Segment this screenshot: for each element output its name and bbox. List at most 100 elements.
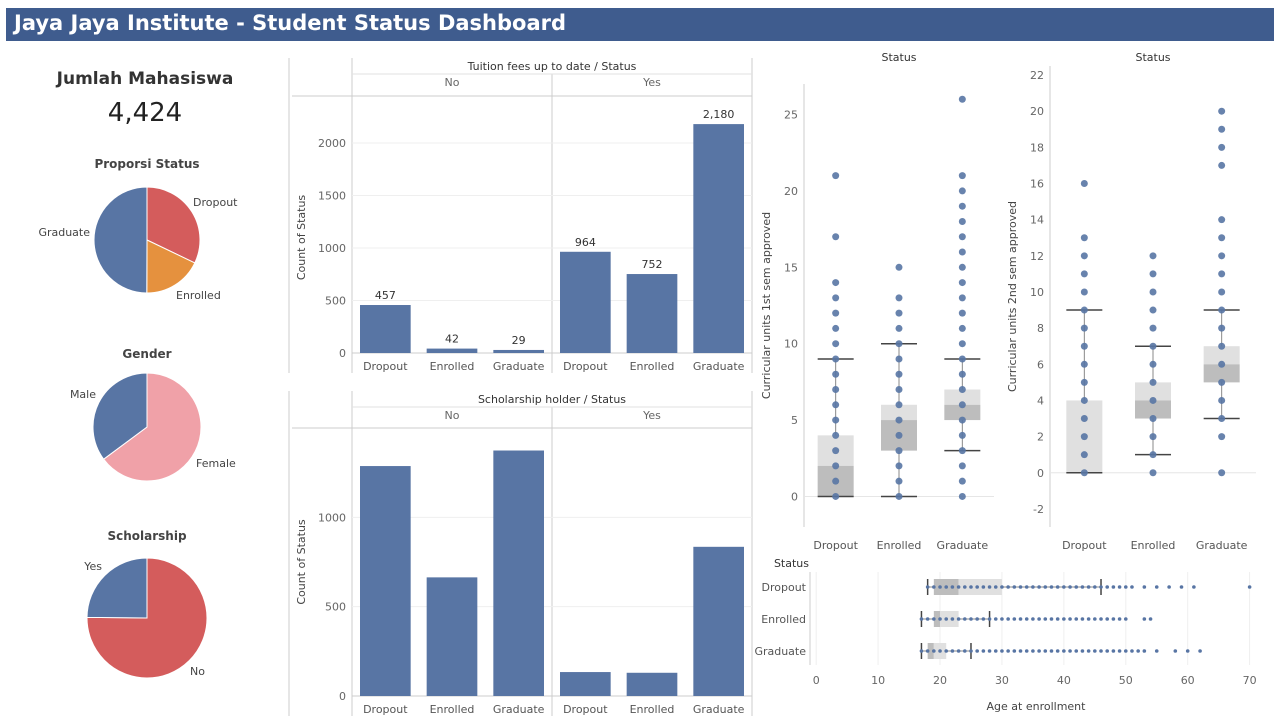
age-point — [1086, 585, 1091, 589]
box-point-units2 — [1080, 306, 1088, 314]
age-point — [1055, 617, 1060, 621]
box-point-units1 — [832, 294, 840, 302]
bar-ytick-tuition: 2000 — [318, 137, 346, 150]
box-point-units2 — [1080, 433, 1088, 441]
age-point — [919, 617, 924, 621]
box-point-units2 — [1218, 288, 1226, 296]
box-point-units1 — [832, 279, 840, 287]
bar-value-label-tuition: 29 — [512, 334, 526, 347]
pie-label-scholarship-yes: Yes — [83, 560, 102, 573]
box-point-units1 — [958, 233, 966, 241]
bar-ytick-tuition: 1000 — [318, 242, 346, 255]
box-point-units1 — [958, 309, 966, 317]
age-point — [1142, 585, 1147, 589]
box-ytick-units2: 10 — [1030, 286, 1044, 299]
age-point — [925, 649, 930, 653]
box-point-units1 — [895, 294, 903, 302]
box-point-units1 — [958, 355, 966, 363]
age-point — [1179, 585, 1184, 589]
age-point — [1068, 585, 1072, 589]
box-point-units2 — [1080, 469, 1088, 477]
box-point-units1 — [895, 309, 903, 317]
age-point — [1018, 649, 1023, 653]
box-xtick-units1: Graduate — [937, 539, 989, 552]
age-point — [969, 617, 973, 621]
age-box-lower-graduate — [927, 643, 934, 659]
age-point — [1080, 585, 1085, 589]
age-point — [981, 649, 986, 653]
box-point-units1 — [832, 492, 840, 500]
age-point — [1185, 649, 1190, 653]
box-point-units2 — [1149, 396, 1157, 404]
box-point-units1 — [958, 279, 966, 287]
box-point-units2 — [1080, 360, 1088, 368]
age-xtick: 20 — [933, 674, 947, 687]
bar-value-label-tuition: 2,180 — [703, 108, 735, 121]
age-point — [962, 617, 967, 621]
box-point-units2 — [1218, 360, 1226, 368]
bar-xtick-tuition: Graduate — [693, 360, 745, 373]
bar-scholar-no-enrolled — [426, 577, 478, 696]
bar-ytick-scholar: 0 — [339, 690, 346, 703]
age-point — [1062, 617, 1066, 621]
box-point-units2 — [1218, 107, 1226, 115]
age-point — [944, 585, 949, 589]
box-point-units2 — [1080, 378, 1088, 386]
box-lower-units2-enrolled — [1135, 400, 1171, 419]
age-xtick: 70 — [1243, 674, 1257, 687]
age-category-graduate: Graduate — [754, 645, 806, 658]
box-point-units2 — [1218, 216, 1226, 224]
age-point — [987, 585, 992, 589]
box-point-units1 — [958, 431, 966, 439]
box-point-units1 — [958, 187, 966, 195]
box-point-units2 — [1218, 234, 1226, 242]
box-upper-units2-graduate — [1203, 346, 1240, 365]
pie-slice-proporsi-dropout — [146, 186, 201, 264]
box-point-units1 — [832, 172, 840, 180]
bar-ylabel-scholar: Count of Status — [295, 519, 308, 605]
box-point-units1 — [958, 401, 966, 409]
box-xtick-units2: Enrolled — [1131, 539, 1176, 552]
age-point — [962, 585, 967, 589]
age-point — [1043, 649, 1048, 653]
bar-tuition-no-graduate — [493, 349, 544, 353]
pie-slice-gender-female — [102, 372, 202, 482]
age-xtick: 50 — [1119, 674, 1133, 687]
age-point — [1006, 585, 1010, 589]
box-lower-units2-graduate — [1203, 364, 1240, 383]
age-point — [1093, 585, 1097, 589]
age-point — [1123, 617, 1128, 621]
box-point-units1 — [958, 248, 966, 256]
age-xtick: 40 — [1057, 674, 1071, 687]
box-point-units1 — [958, 202, 966, 210]
age-point — [1012, 585, 1017, 589]
box-point-units2 — [1080, 324, 1088, 332]
pie-title-proporsi: Proporsi Status — [94, 157, 199, 171]
box-ylabel-units2: Curricular units 2nd sem approved — [1006, 201, 1019, 392]
box-ytick-units1: 20 — [784, 185, 798, 198]
box-point-units1 — [832, 386, 840, 394]
age-point — [1192, 585, 1196, 589]
box-point-units1 — [958, 462, 966, 470]
age-point — [993, 649, 998, 653]
box-point-units1 — [958, 386, 966, 394]
pie-slice-scholarship-no — [86, 557, 208, 679]
box-point-units2 — [1080, 396, 1088, 404]
dashboard-header: Jaya Jaya Institute - Student Status Das… — [6, 8, 1274, 41]
pie-slice-proporsi-enrolled — [146, 239, 196, 294]
age-point — [1006, 649, 1010, 653]
bar-scholar-yes-dropout — [560, 672, 611, 696]
box-point-units1 — [895, 492, 903, 500]
bar-panel-label-tuition-yes: Yes — [642, 76, 661, 89]
age-point — [1018, 617, 1023, 621]
box-ytick-units1: 10 — [784, 338, 798, 351]
bar-value-label-tuition: 752 — [642, 258, 663, 271]
pie-label-gender-female: Female — [196, 457, 236, 470]
age-point — [1173, 649, 1178, 653]
box-point-units2 — [1218, 378, 1226, 386]
box-point-units2 — [1218, 415, 1226, 423]
bar-xtick-scholar: Graduate — [493, 703, 545, 716]
box-upper-units1-graduate — [944, 389, 981, 405]
bar-tuition-no-dropout — [360, 305, 411, 353]
age-point — [987, 649, 992, 653]
